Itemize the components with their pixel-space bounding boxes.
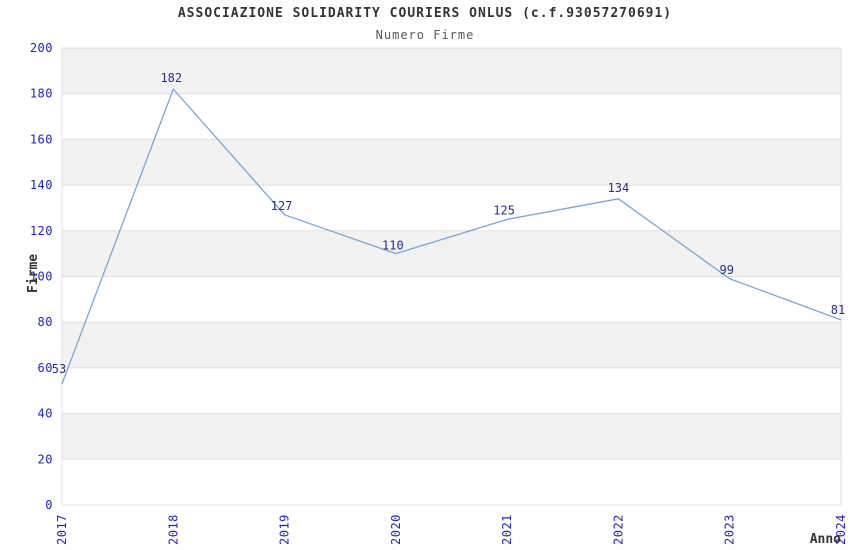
series-line	[61, 88, 842, 385]
y-tick-label: 100	[30, 270, 53, 284]
value-label: 125	[493, 203, 515, 217]
y-axis-title: Firme	[26, 254, 41, 293]
x-axis-title: Anno	[810, 532, 841, 547]
value-label: 110	[382, 239, 404, 253]
plot-band	[62, 230, 841, 277]
plot-band	[62, 322, 841, 368]
x-tick-label: 2017	[55, 514, 69, 545]
y-tick-label: 40	[38, 407, 53, 421]
y-tick-label: 0	[45, 498, 53, 512]
value-label: 127	[271, 199, 293, 213]
x-tick-label: 2021	[500, 514, 514, 545]
y-tick-label: 140	[30, 178, 53, 192]
y-tick-label: 20	[38, 452, 53, 466]
value-label: 53	[52, 362, 66, 376]
y-tick-label: 60	[38, 361, 53, 375]
x-tick-label: 2023	[723, 514, 737, 545]
y-tick-label: 80	[38, 315, 53, 329]
y-tick-label: 180	[30, 87, 53, 101]
value-label: 99	[719, 263, 733, 277]
value-label: 81	[831, 303, 845, 317]
y-tick-label: 120	[30, 224, 53, 238]
x-tick-label: 2020	[389, 514, 403, 545]
chart-subtitle: Numero Firme	[375, 28, 475, 42]
value-label: 182	[160, 71, 182, 85]
chart-title: ASSOCIAZIONE SOLIDARITY COURIERS ONLUS (…	[177, 6, 673, 21]
x-tick-label: 2022	[611, 514, 625, 545]
y-tick-label: 200	[30, 41, 53, 55]
plot-band	[62, 48, 841, 94]
x-tick-label: 2018	[166, 514, 180, 545]
x-tick-label: 2019	[278, 514, 292, 545]
y-tick-label: 160	[30, 132, 53, 146]
plot-band	[62, 139, 841, 186]
x-tick-label: 2024	[834, 514, 848, 545]
value-label: 134	[608, 181, 630, 195]
plot-band	[62, 413, 841, 460]
plot-border	[61, 47, 842, 506]
